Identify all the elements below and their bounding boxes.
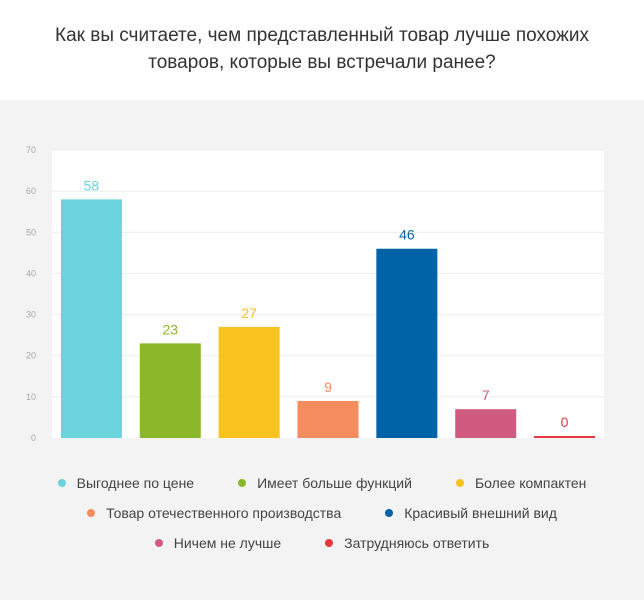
y-tick-label: 70 <box>26 145 36 155</box>
legend-dot-design <box>385 509 394 517</box>
y-tick-label: 0 <box>31 433 36 443</box>
legend-label-cheaper: Выгоднее по цене <box>76 475 195 491</box>
legend-label-more-functions: Имеет больше функций <box>257 475 412 491</box>
legend-row-1: Выгоднее по цене Имеет больше функций Бо… <box>0 473 644 493</box>
question-header: Как вы считаете, чем представленный това… <box>0 0 644 100</box>
legend-dot-more-functions <box>238 479 247 487</box>
legend-row-3: Ничем не лучше Затрудняюсь ответить <box>0 533 644 553</box>
bar <box>60 199 122 438</box>
y-tick-label: 20 <box>26 351 36 361</box>
legend-label-compact: Более компактен <box>474 475 587 491</box>
legend-item-no-better: Ничем не лучше <box>154 535 282 551</box>
legend-row-2: Товар отечественного производства Красив… <box>0 503 644 523</box>
data-label: 9 <box>324 379 332 395</box>
legend-label-no-better: Ничем не лучше <box>173 535 282 551</box>
legend-dot-cheaper <box>57 479 66 487</box>
legend-label-design: Красивый внешний вид <box>404 505 557 521</box>
y-tick-label: 40 <box>26 268 36 278</box>
legend-dot-no-better <box>154 539 163 547</box>
legend-item-hard-to-say: Затрудняюсь ответить <box>325 535 489 551</box>
legend-item-domestic: Товар отечественного производства <box>87 505 341 521</box>
y-tick-label: 50 <box>26 227 36 237</box>
bar <box>376 248 438 438</box>
legend-item-design: Красивый внешний вид <box>385 505 557 521</box>
legend-dot-compact <box>455 479 464 487</box>
bar <box>218 326 280 438</box>
data-label: 7 <box>482 387 490 403</box>
bar <box>297 400 359 438</box>
legend-item-compact: Более компактен <box>455 475 587 491</box>
y-tick-label: 60 <box>26 186 36 196</box>
data-label: 23 <box>162 321 178 337</box>
legend-dot-hard-to-say <box>325 539 334 547</box>
bar <box>534 436 596 438</box>
y-tick-label: 10 <box>26 392 36 402</box>
legend-item-more-functions: Имеет больше функций <box>238 475 412 491</box>
data-label: 58 <box>84 177 100 193</box>
bar <box>139 343 201 438</box>
data-label: 0 <box>561 414 569 430</box>
y-tick-label: 30 <box>26 310 36 320</box>
legend-item-cheaper: Выгоднее по цене <box>57 475 195 491</box>
legend-label-hard-to-say: Затрудняюсь ответить <box>344 535 490 551</box>
question-title: Как вы считаете, чем представленный това… <box>55 25 589 73</box>
legend-label-domestic: Товар отечественного производства <box>106 505 342 521</box>
data-label: 46 <box>399 227 415 243</box>
legend-dot-domestic <box>87 509 96 517</box>
bar <box>455 409 517 438</box>
data-label: 27 <box>241 305 257 321</box>
